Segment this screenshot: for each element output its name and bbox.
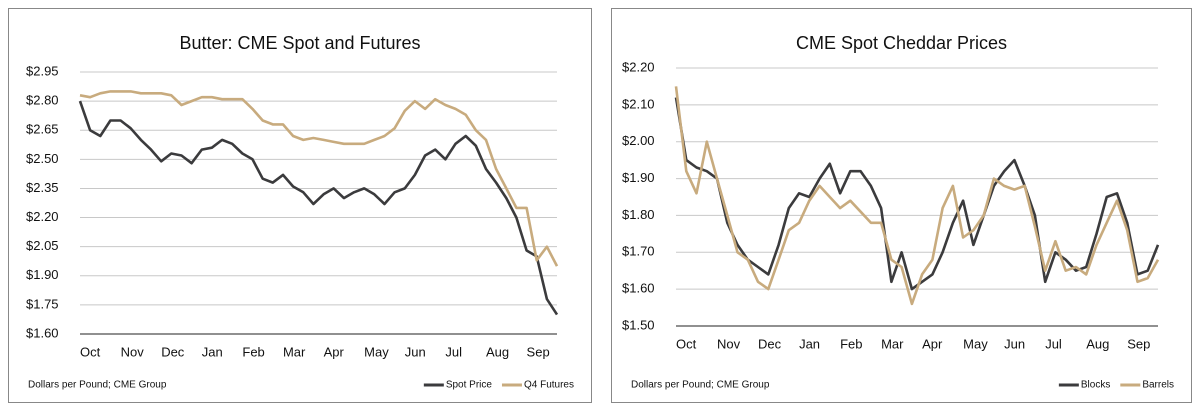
x-tick-label: Feb bbox=[840, 336, 862, 351]
y-tick-label: $2.35 bbox=[26, 180, 59, 195]
x-tick-label: Jan bbox=[202, 344, 223, 359]
x-tick-label: Jul bbox=[445, 344, 462, 359]
y-tick-label: $2.50 bbox=[26, 151, 59, 166]
legend-label: Barrels bbox=[1142, 380, 1174, 391]
series-line bbox=[78, 100, 559, 316]
y-tick-label: $1.60 bbox=[622, 281, 655, 296]
x-tick-label: Oct bbox=[676, 336, 697, 351]
y-tick-label: $2.95 bbox=[26, 63, 59, 78]
x-tick-label: Dec bbox=[161, 344, 185, 359]
x-tick-label: Mar bbox=[881, 336, 904, 351]
x-tick-label: May bbox=[364, 344, 389, 359]
panel-frame bbox=[8, 8, 592, 403]
footnote: Dollars per Pound; CME Group bbox=[631, 380, 770, 391]
y-tick-label: $2.05 bbox=[26, 238, 59, 253]
panel-frame bbox=[611, 8, 1192, 403]
x-tick-label: Apr bbox=[922, 336, 943, 351]
y-tick-label: $2.65 bbox=[26, 122, 59, 137]
y-tick-label: $1.60 bbox=[26, 325, 59, 340]
x-tick-label: Aug bbox=[1086, 336, 1109, 351]
x-tick-label: May bbox=[963, 336, 988, 351]
legend-label: Q4 Futures bbox=[524, 380, 574, 391]
x-tick-label: Feb bbox=[242, 344, 264, 359]
x-tick-label: Jun bbox=[405, 344, 426, 359]
y-tick-label: $2.10 bbox=[622, 96, 655, 111]
y-tick-label: $2.20 bbox=[622, 59, 655, 74]
x-tick-label: Mar bbox=[283, 344, 306, 359]
x-tick-label: Sep bbox=[1127, 336, 1150, 351]
y-tick-label: $1.50 bbox=[622, 317, 655, 332]
y-tick-label: $1.70 bbox=[622, 244, 655, 259]
x-tick-label: Dec bbox=[758, 336, 782, 351]
x-tick-label: Apr bbox=[324, 344, 345, 359]
legend-label: Spot Price bbox=[446, 380, 493, 391]
y-tick-label: $1.75 bbox=[26, 296, 59, 311]
y-tick-label: $2.80 bbox=[26, 93, 59, 108]
y-tick-label: $2.00 bbox=[622, 133, 655, 148]
x-tick-label: Oct bbox=[80, 344, 101, 359]
x-tick-label: Nov bbox=[717, 336, 741, 351]
chart-title: Butter: CME Spot and Futures bbox=[179, 33, 420, 53]
x-tick-label: Jul bbox=[1045, 336, 1062, 351]
series-line bbox=[79, 90, 559, 267]
y-tick-label: $1.90 bbox=[26, 267, 59, 282]
y-tick-label: $1.80 bbox=[622, 207, 655, 222]
footnote: Dollars per Pound; CME Group bbox=[28, 380, 167, 391]
y-tick-label: $1.90 bbox=[622, 170, 655, 185]
x-tick-label: Sep bbox=[527, 344, 550, 359]
x-tick-label: Nov bbox=[121, 344, 145, 359]
legend-label: Blocks bbox=[1081, 380, 1110, 391]
x-tick-label: Jan bbox=[799, 336, 820, 351]
chart-title: CME Spot Cheddar Prices bbox=[796, 33, 1007, 53]
series-line bbox=[674, 86, 1160, 306]
x-tick-label: Jun bbox=[1004, 336, 1025, 351]
y-tick-label: $2.20 bbox=[26, 209, 59, 224]
x-tick-label: Aug bbox=[486, 344, 509, 359]
